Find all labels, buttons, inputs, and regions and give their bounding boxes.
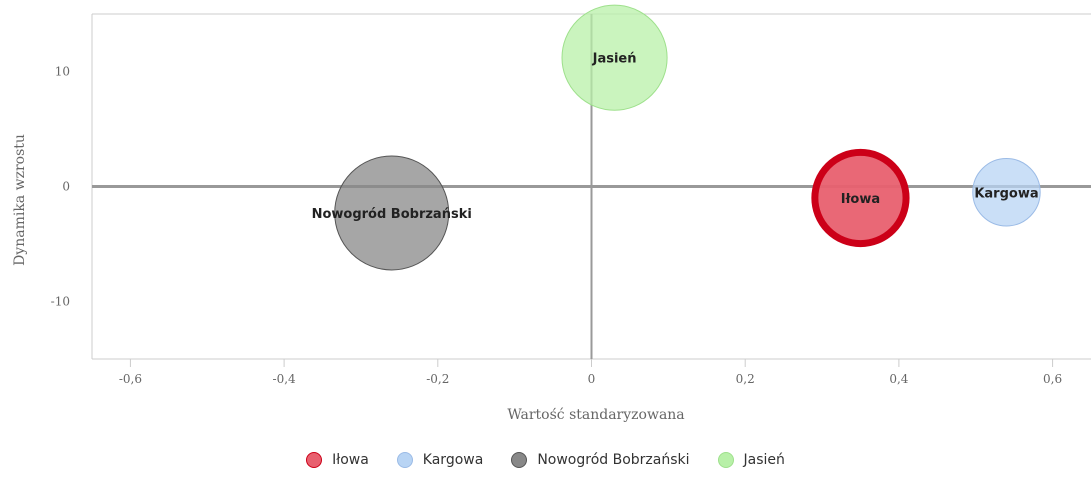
legend-label: Nowogród Bobrzański [537,452,690,468]
y-axis-title: Dynamika wzrostu [12,134,28,266]
legend-item[interactable]: Jasień [717,452,785,468]
bubble-ilowa[interactable] [811,148,910,248]
legend-marker [396,452,413,468]
bubbles: Iłowa Kargowa Nowogród Bobrzański Jasień [312,4,1041,271]
bubble-jasien[interactable] [561,4,668,111]
legend-item[interactable]: Kargowa [396,452,484,468]
bubble-group-ilowa[interactable]: Iłowa [811,148,910,248]
x-axis-ticks: -0,6 -0,4 -0,2 0 0,2 0,4 0,6 [119,359,1062,386]
bubble-chart: Iłowa Kargowa Nowogród Bobrzański Jasień -0… [12,4,1091,423]
x-tick-label: 0,2 [736,372,755,386]
legend-marker [306,452,323,468]
y-axis-ticks: 10 0 -10 [51,65,70,309]
x-tick-label: 0,6 [1043,372,1062,386]
bubble-kargowa[interactable] [972,158,1041,227]
x-tick-label: -0,4 [273,372,297,386]
bubble-label-kargowa: Kargowa [974,186,1038,201]
bubble-label-jasien: Jasień [592,52,637,67]
x-tick-label: 0,4 [889,372,908,386]
y-tick-label: -10 [51,295,70,309]
legend-label: Jasień [743,452,785,468]
legend-marker [717,452,734,468]
legend-label: Iłowa [332,452,369,468]
y-tick-label: 10 [55,65,70,79]
x-tick-label: -0,6 [119,372,142,386]
legend: Iłowa Kargowa Nowogród Bobrzański Jasień [0,452,1091,468]
bubble-group-jasien[interactable]: Jasień [561,4,668,111]
legend-label: Kargowa [422,452,484,468]
bubble-group-nowogrod-bobrzanski[interactable]: Nowogród Bobrzański [312,155,472,271]
legend-item[interactable]: Iłowa [306,452,369,468]
legend-marker [511,452,528,468]
x-tick-label: -0,2 [426,372,449,386]
x-axis-title: Wartość standaryzowana [507,407,684,423]
bubble-group-kargowa[interactable]: Kargowa [972,158,1041,227]
y-tick-label: 0 [62,180,70,194]
bubble-label-nowogrod-bobrzanski: Nowogród Bobrzański [312,207,472,222]
legend-item[interactable]: Nowogród Bobrzański [511,452,690,468]
x-tick-label: 0 [588,372,596,386]
bubble-nowogrod-bobrzanski[interactable] [334,155,450,271]
bubble-label-ilowa: Iłowa [841,192,880,207]
